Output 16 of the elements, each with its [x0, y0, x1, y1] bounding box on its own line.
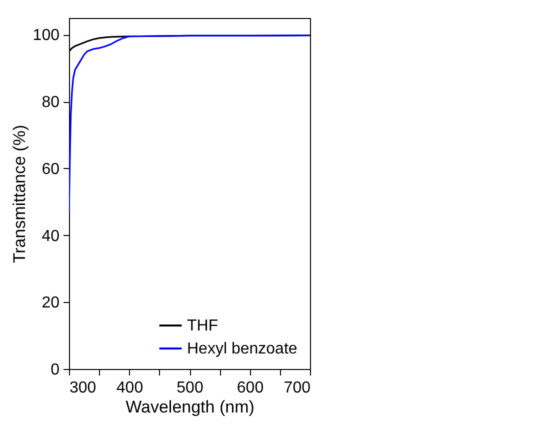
- x-tick-label: 700: [284, 380, 311, 396]
- x-tick-label: 400: [116, 380, 144, 396]
- y-tick-label: 80: [42, 94, 60, 112]
- x-tick-label: 500: [176, 380, 204, 396]
- legend-label: THF: [187, 318, 218, 334]
- y-tick-label: 20: [42, 294, 60, 312]
- line-series: [69, 34, 310, 213]
- y-tick-label: 60: [42, 160, 60, 178]
- x-tick-label: 600: [236, 380, 264, 396]
- y-tick-label: 0: [50, 362, 60, 378]
- x-tick-label: 300: [70, 380, 96, 396]
- legend-label: Hexyl benzoate: [187, 340, 298, 358]
- y-axis-title: Transmittance (%): [10, 124, 29, 264]
- x-axis-title: Wavelength (nm): [126, 398, 254, 416]
- y-tick-label: 40: [42, 228, 60, 245]
- y-tick-label: 100: [32, 27, 60, 44]
